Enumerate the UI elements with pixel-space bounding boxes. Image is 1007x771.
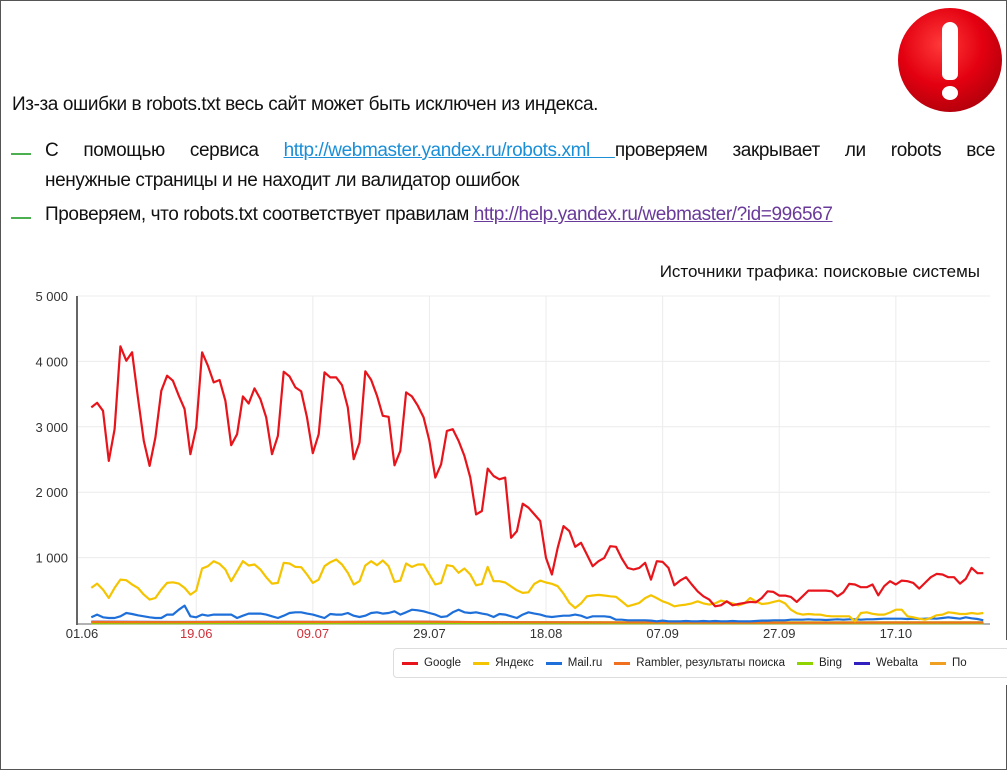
exclamation-bar [942, 22, 958, 80]
y-tick-label: 5 000 [35, 289, 68, 304]
legend-label: Webalta [876, 657, 918, 669]
headline: Из-за ошибки в robots.txt весь сайт може… [12, 94, 599, 115]
legend-swatch [930, 661, 946, 665]
legend-label: Яндекс [495, 657, 534, 669]
bullet-2-prefix: Проверяем, что robots.txt соответствует … [45, 204, 469, 225]
legend-swatch [796, 661, 813, 665]
legend-swatch [402, 661, 418, 665]
x-tick-label: 27.09 [763, 626, 796, 641]
traffic-chart: 1 000 2 000 3 000 4 000 5 000 01.06 19.06 09.07… [35, 289, 990, 641]
legend-label: Bing [818, 657, 843, 669]
legend-item[interactable]: Google [402, 657, 461, 669]
bullet-2: Проверяем, что robots.txt соответствует … [45, 204, 833, 226]
x-tick-label: 09.07 [297, 626, 330, 641]
series-line-mail-ru [90, 604, 984, 623]
legend-label: Rambler, результаты поиска [636, 657, 785, 669]
legend-label: Mail.ru [567, 657, 603, 669]
legend-swatch [473, 661, 490, 665]
x-tick-label: 17.10 [880, 626, 913, 641]
bullet-1-line-2: ненужные страницы и не находит ли валида… [45, 170, 520, 191]
legend-item[interactable]: По [930, 657, 967, 669]
bullet-dash [11, 153, 31, 155]
y-tick-label: 3 000 [35, 420, 68, 435]
bullet-1-suffix: проверяем закрывает ли robots все [614, 140, 996, 161]
legend-item[interactable]: Яндекс [473, 657, 534, 669]
y-tick-label: 2 000 [35, 485, 68, 500]
series-line-яндекс [90, 558, 984, 623]
legend-item[interactable]: Webalta [854, 657, 918, 669]
bullet-1-line-1: С помощью сервиса http://webmaster.yande… [45, 140, 995, 162]
legend-label: По [952, 657, 967, 669]
robots-checker-link[interactable]: http://webmaster.yandex.ru/robots.xml [283, 140, 615, 161]
legend-swatch [614, 661, 631, 665]
x-tick-label: 01.06 [66, 626, 99, 641]
x-tick-label: 29.07 [413, 626, 446, 641]
chart-title: Источники трафика: поисковые системы [659, 262, 980, 281]
legend-item[interactable]: Bing [796, 657, 843, 669]
legend-swatch [854, 661, 871, 665]
legend-item[interactable]: Mail.ru [545, 657, 603, 669]
legend-item[interactable]: Rambler, результаты поиска [614, 657, 785, 669]
exclamation-dot [942, 86, 958, 100]
bullet-1-prefix: С помощью сервиса [45, 140, 259, 161]
chart-clip [990, 640, 1007, 685]
bullet-dash [11, 217, 31, 219]
legend-swatch [545, 661, 562, 665]
chart-legend: Google Яндекс Mail.ru Rambler, результаты п… [393, 648, 1007, 678]
x-tick-label: 18.08 [530, 626, 563, 641]
robots-rules-link[interactable]: http://help.yandex.ru/webmaster/?id=9965… [473, 204, 833, 225]
legend-label: Google [424, 657, 462, 669]
x-tick-label: 19.06 [180, 626, 213, 641]
series-line-google [90, 345, 984, 608]
y-tick-label: 4 000 [35, 354, 68, 369]
y-tick-label: 1 000 [35, 551, 68, 566]
exclamation-circle-icon [898, 8, 1002, 112]
x-tick-label: 07.09 [646, 626, 679, 641]
series-line-rambler-результаты-поиска [91, 620, 984, 624]
